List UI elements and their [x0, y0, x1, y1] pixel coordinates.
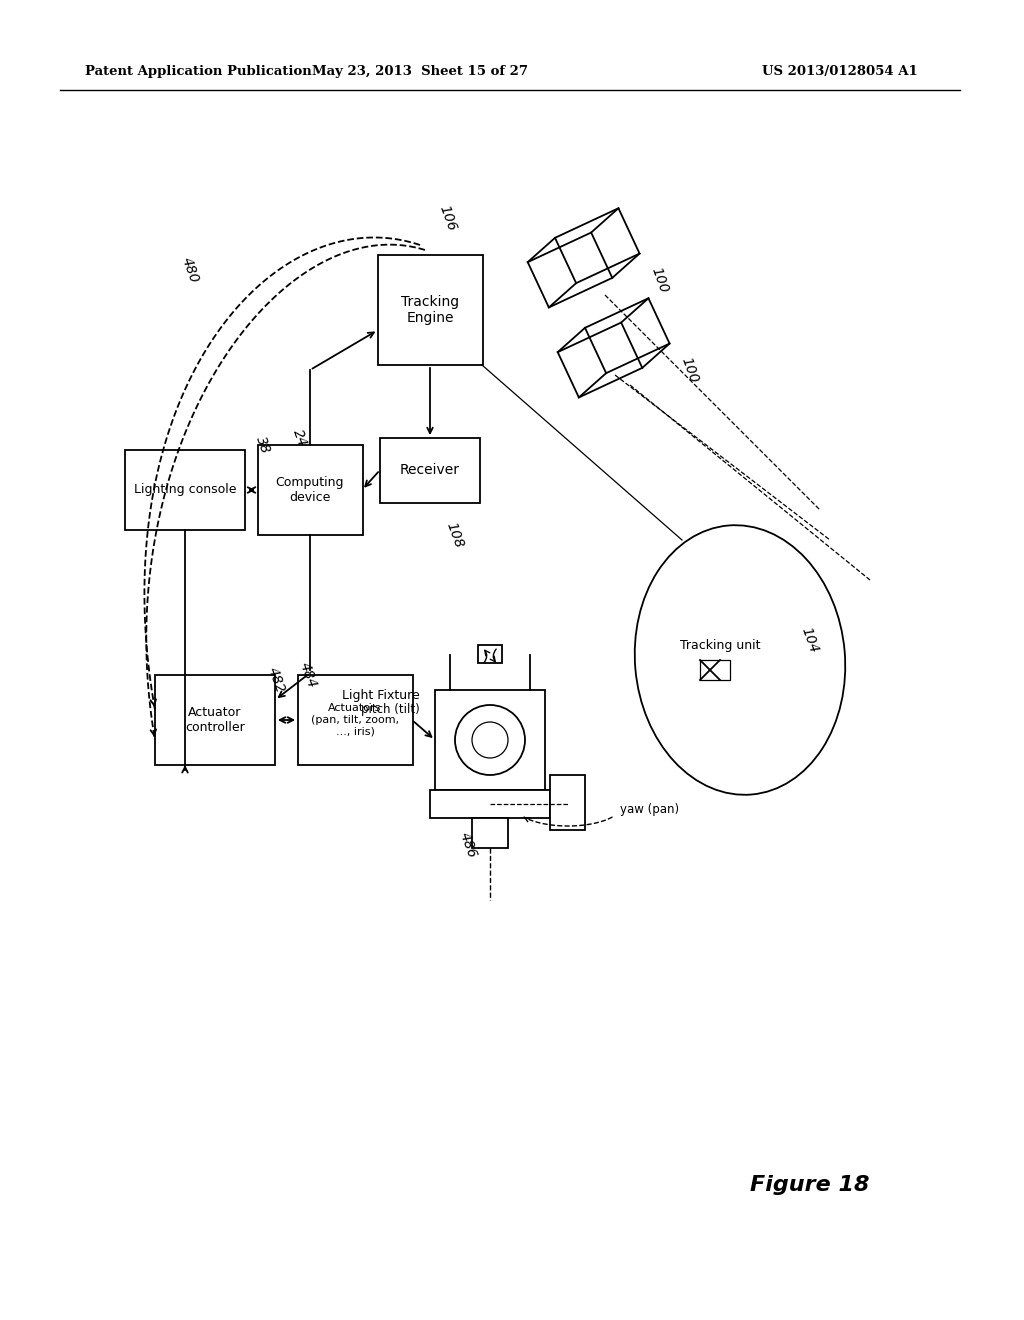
- Bar: [430, 789, 550, 818]
- Text: Light Fixture: Light Fixture: [342, 689, 420, 701]
- Text: Receiver: Receiver: [400, 463, 460, 477]
- Bar: [435, 690, 545, 789]
- Text: 24: 24: [291, 428, 309, 449]
- Bar: [472, 818, 508, 847]
- Bar: [478, 645, 502, 663]
- Text: 484: 484: [297, 660, 319, 690]
- Text: 106: 106: [437, 203, 459, 232]
- Text: Figure 18: Figure 18: [751, 1175, 869, 1195]
- Text: pitch (tilt): pitch (tilt): [361, 704, 420, 717]
- Bar: [550, 775, 585, 830]
- Text: Tracking unit: Tracking unit: [680, 639, 760, 652]
- Text: 480: 480: [179, 255, 201, 285]
- Bar: [257, 445, 362, 535]
- Bar: [378, 255, 482, 366]
- Bar: [380, 437, 480, 503]
- Text: US 2013/0128054 A1: US 2013/0128054 A1: [762, 66, 918, 78]
- Text: yaw (pan): yaw (pan): [620, 804, 679, 817]
- Text: Computing
device: Computing device: [275, 477, 344, 504]
- Bar: [155, 675, 275, 766]
- Text: Actuator
controller: Actuator controller: [185, 706, 245, 734]
- Text: 108: 108: [443, 520, 466, 550]
- Text: May 23, 2013  Sheet 15 of 27: May 23, 2013 Sheet 15 of 27: [312, 66, 528, 78]
- Text: Patent Application Publication: Patent Application Publication: [85, 66, 311, 78]
- Text: 38: 38: [253, 434, 272, 455]
- Bar: [700, 660, 730, 680]
- Text: 100: 100: [649, 265, 671, 294]
- Text: Tracking
Engine: Tracking Engine: [401, 294, 459, 325]
- Bar: [125, 450, 245, 531]
- Text: 100: 100: [679, 355, 701, 385]
- Text: 104: 104: [799, 626, 821, 655]
- Text: Lighting console: Lighting console: [134, 483, 237, 496]
- Text: 486: 486: [457, 830, 479, 859]
- Text: 482: 482: [265, 665, 287, 694]
- Text: Actuators
(pan, tilt, zoom,
..., iris): Actuators (pan, tilt, zoom, ..., iris): [311, 704, 399, 737]
- Bar: [298, 675, 413, 766]
